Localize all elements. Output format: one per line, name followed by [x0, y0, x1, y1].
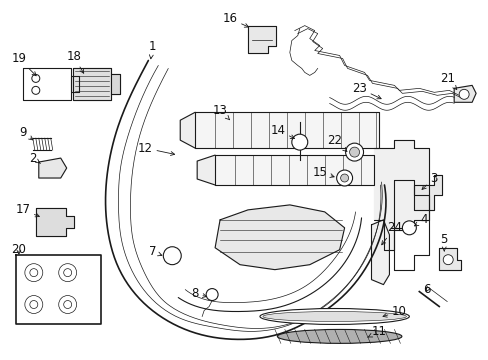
- Polygon shape: [197, 155, 215, 185]
- Polygon shape: [180, 112, 195, 148]
- Polygon shape: [16, 255, 101, 324]
- Text: 1: 1: [148, 40, 156, 59]
- Text: 24: 24: [381, 221, 401, 245]
- Text: 16: 16: [222, 12, 248, 27]
- Ellipse shape: [263, 311, 406, 321]
- Polygon shape: [374, 140, 428, 250]
- Text: 20: 20: [11, 243, 26, 256]
- Circle shape: [206, 289, 218, 301]
- Polygon shape: [215, 205, 344, 270]
- Circle shape: [59, 296, 77, 314]
- Polygon shape: [438, 248, 460, 270]
- Circle shape: [163, 247, 181, 265]
- Circle shape: [63, 301, 72, 309]
- Polygon shape: [23, 68, 71, 100]
- Circle shape: [63, 269, 72, 276]
- Text: 19: 19: [11, 52, 36, 76]
- Polygon shape: [413, 175, 441, 210]
- Text: 14: 14: [270, 124, 294, 139]
- Text: 17: 17: [15, 203, 39, 217]
- Circle shape: [59, 264, 77, 282]
- Text: 5: 5: [440, 233, 447, 251]
- Text: 10: 10: [382, 305, 406, 318]
- Text: 4: 4: [414, 213, 427, 226]
- Text: 21: 21: [439, 72, 456, 90]
- Circle shape: [442, 255, 452, 265]
- Ellipse shape: [260, 309, 408, 324]
- Polygon shape: [453, 85, 475, 102]
- Text: 8: 8: [191, 287, 206, 300]
- Circle shape: [336, 170, 352, 186]
- Text: 3: 3: [421, 171, 437, 189]
- Circle shape: [30, 269, 38, 276]
- Text: 13: 13: [212, 104, 229, 120]
- Circle shape: [458, 89, 468, 99]
- Text: 18: 18: [66, 50, 83, 73]
- Circle shape: [30, 301, 38, 309]
- Circle shape: [402, 221, 415, 235]
- Ellipse shape: [277, 329, 401, 343]
- Text: 11: 11: [367, 325, 386, 338]
- Circle shape: [32, 86, 40, 94]
- Polygon shape: [39, 158, 66, 178]
- Text: 2: 2: [29, 152, 41, 165]
- Circle shape: [349, 147, 359, 157]
- Text: 12: 12: [138, 141, 174, 156]
- Polygon shape: [371, 220, 388, 285]
- Polygon shape: [247, 26, 275, 54]
- Polygon shape: [215, 155, 374, 185]
- Circle shape: [25, 296, 42, 314]
- Polygon shape: [71, 76, 79, 92]
- Text: 6: 6: [423, 283, 430, 296]
- Text: 23: 23: [351, 82, 380, 99]
- Circle shape: [291, 134, 307, 150]
- Polygon shape: [36, 208, 74, 236]
- Circle shape: [25, 264, 42, 282]
- Text: 7: 7: [148, 245, 162, 258]
- Text: 9: 9: [19, 126, 33, 140]
- Text: 15: 15: [312, 166, 333, 179]
- Polygon shape: [195, 112, 379, 148]
- Circle shape: [345, 143, 363, 161]
- Polygon shape: [110, 75, 120, 94]
- Text: 22: 22: [326, 134, 346, 152]
- Circle shape: [340, 174, 348, 182]
- Polygon shape: [73, 68, 110, 100]
- Circle shape: [32, 75, 40, 82]
